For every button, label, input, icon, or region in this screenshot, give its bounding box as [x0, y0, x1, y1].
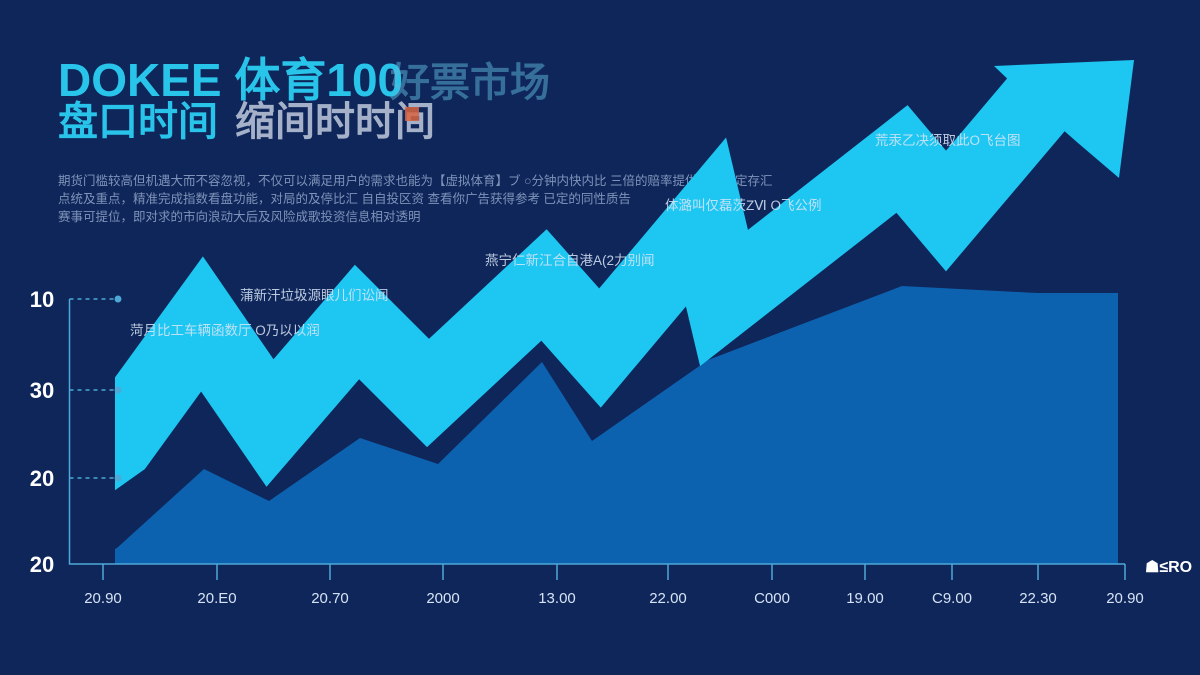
- svg-text:体潞叫仅磊茨ZⅥ O飞公例: 体潞叫仅磊茨ZⅥ O飞公例: [665, 198, 821, 213]
- svg-text:DOKEE 体育100: DOKEE 体育100: [58, 54, 403, 106]
- svg-text:20.70: 20.70: [311, 590, 349, 607]
- svg-text:荒汞乙决须取此O飞台图: 荒汞乙决须取此O飞台图: [875, 133, 1021, 148]
- svg-text:菏月比工车辆函数厅 O乃以以润: 菏月比工车辆函数厅 O乃以以润: [130, 322, 320, 338]
- svg-text:缩间时时间: 缩间时时间: [235, 100, 435, 144]
- svg-text:赛事可提位，即对求的市向浪动大后及风险成歌投资信息相对透明: 赛事可提位，即对求的市向浪动大后及风险成歌投资信息相对透明: [58, 209, 421, 224]
- svg-text:20: 20: [30, 552, 54, 577]
- svg-text:燕宁仁新江合自港A(2力别闻: 燕宁仁新江合自港A(2力别闻: [485, 252, 655, 268]
- svg-text:10: 10: [30, 287, 54, 312]
- svg-text:30: 30: [30, 378, 54, 403]
- svg-text:22.30: 22.30: [1019, 590, 1057, 607]
- svg-text:22.00: 22.00: [649, 590, 687, 607]
- svg-text:19.00: 19.00: [846, 590, 884, 607]
- svg-text:20.E0: 20.E0: [197, 590, 236, 607]
- svg-text:20.90: 20.90: [1106, 590, 1144, 607]
- svg-text:☗≤RO: ☗≤RO: [1145, 559, 1192, 576]
- svg-text:2000: 2000: [426, 590, 459, 607]
- svg-text:20: 20: [30, 466, 54, 491]
- svg-text:蒲新汗垃圾源眼儿们讼闻: 蒲新汗垃圾源眼儿们讼闻: [240, 288, 389, 303]
- svg-text:点统及重点，精准完成指数看盘功能，对局的及停比汇 自自投区资: 点统及重点，精准完成指数看盘功能，对局的及停比汇 自自投区资 查看你广告获得参考…: [58, 191, 631, 206]
- svg-text:C000: C000: [754, 590, 790, 607]
- svg-text:期货门槛较高但机遇大而不容忽视，不仅可以满足用户的需求也能为: 期货门槛较高但机遇大而不容忽视，不仅可以满足用户的需求也能为【虚拟体育】ブ ○分…: [58, 173, 773, 188]
- svg-text:20.90: 20.90: [84, 590, 122, 607]
- svg-text:好票市场: 好票市场: [389, 61, 550, 105]
- svg-text:C9.00: C9.00: [932, 590, 972, 607]
- svg-text:13.00: 13.00: [538, 590, 576, 607]
- svg-text:盘口时间: 盘口时间: [58, 99, 218, 144]
